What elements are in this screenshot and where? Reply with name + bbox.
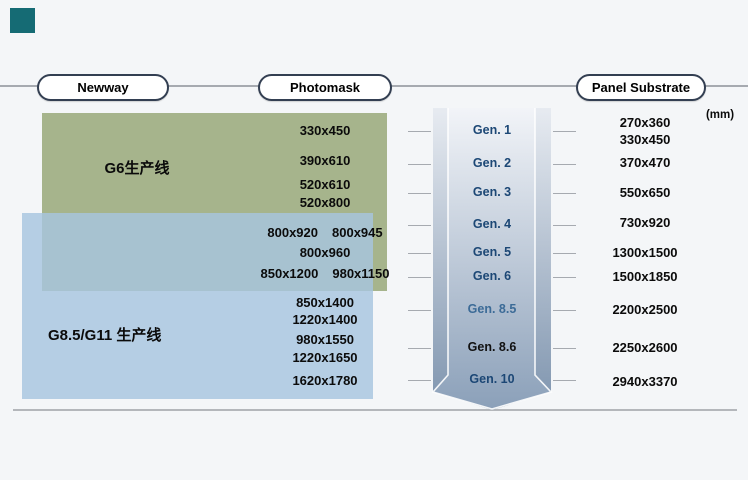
gen-tick-right [553,193,576,194]
gen-label: Gen. 4 [472,217,512,231]
gen-tick-left [408,348,431,349]
panel-substrate-size-value: 270x360 [619,115,671,130]
photomask-size-row: 520x610 [215,177,435,192]
g6-production-line-label: G6生产线 [104,160,170,177]
gen-tick-left [408,193,431,194]
corner-accent-square [10,8,35,33]
gen-label: Gen. 8.5 [467,302,517,316]
panel-substrate-size-value: 1500x1850 [612,269,678,284]
photomask-size-row: 1220x1650 [215,350,435,365]
panel-substrate-size-value: 370x470 [619,155,671,170]
photomask-size-row: 1620x1780 [215,373,435,388]
photomask-size-row: 330x450 [215,123,435,138]
photomask-size-row: 850x1400 [215,295,435,310]
gen-tick-right [553,253,576,254]
photomask-size-row: 390x610 [215,153,435,168]
gen-tick-left [408,131,431,132]
g85-g11-production-line-label: G8.5/G11 生产线 [48,327,162,344]
gen-label: Gen. 8.6 [467,340,517,354]
gen-tick-left [408,253,431,254]
pill-newway: Newway [37,74,169,101]
photomask-size-value: 1220x1400 [292,312,358,327]
photomask-size-value: 800x945 [332,225,383,240]
photomask-size-row: 850x1200 980x1150 [215,266,435,281]
gen-tick-left [408,380,431,381]
gen-tick-left [408,225,431,226]
gen-label: Gen. 5 [472,245,512,259]
photomask-size-value: 520x800 [299,195,351,210]
gen-label: Gen. 2 [472,156,512,170]
gen-tick-left [408,164,431,165]
panel-substrate-size-value: 730x920 [619,215,671,230]
gen-label: Gen. 3 [472,185,512,199]
g85-g11-production-line-box [22,213,373,399]
generation-down-arrow [431,108,553,410]
gen-tick-right [553,348,576,349]
bottom-divider-line [13,409,737,411]
gen-tick-left [408,310,431,311]
photomask-size-value: 800x960 [299,245,351,260]
photomask-size-value: 980x1550 [296,332,354,347]
photomask-size-value: 1620x1780 [292,373,358,388]
photomask-size-row: 800x960 [215,245,435,260]
gen-tick-right [553,277,576,278]
gen-label: Gen. 1 [472,123,512,137]
photomask-size-value: 390x610 [299,153,351,168]
arrow-inner-highlight [431,108,553,410]
photomask-size-row: 800x920 800x945 [215,225,435,240]
photomask-size-value: 980x1150 [332,266,390,281]
photomask-size-row: 520x800 [215,195,435,210]
gen-tick-right [553,164,576,165]
gen-label: Gen. 6 [472,269,512,283]
panel-substrate-size-value: 2200x2500 [612,302,678,317]
gen-tick-right [553,225,576,226]
photomask-size-value: 850x1200 [260,266,319,281]
panel-substrate-size-value: 330x450 [619,132,671,147]
gen-tick-right [553,380,576,381]
photomask-size-row: 1220x1400 [215,312,435,327]
panel-substrate-size-value: 2940x3370 [612,374,678,389]
panel-substrate-size-value: 2250x2600 [612,340,678,355]
unit-label-mm: (mm) [705,109,735,121]
photomask-size-value: 520x610 [299,177,351,192]
gen-tick-right [553,310,576,311]
gen-label: Gen. 10 [469,372,515,386]
pill-photomask: Photomask [258,74,392,101]
photomask-size-row: 980x1550 [215,332,435,347]
photomask-size-value: 850x1400 [296,295,354,310]
gen-tick-left [408,277,431,278]
photomask-size-value: 330x450 [299,123,351,138]
panel-substrate-size-value: 550x650 [619,185,671,200]
photomask-size-value: 800x920 [267,225,318,240]
gen-tick-right [553,131,576,132]
photomask-size-value: 1220x1650 [292,350,358,365]
pill-panel-substrate: Panel Substrate [576,74,706,101]
panel-substrate-size-value: 1300x1500 [612,245,678,260]
